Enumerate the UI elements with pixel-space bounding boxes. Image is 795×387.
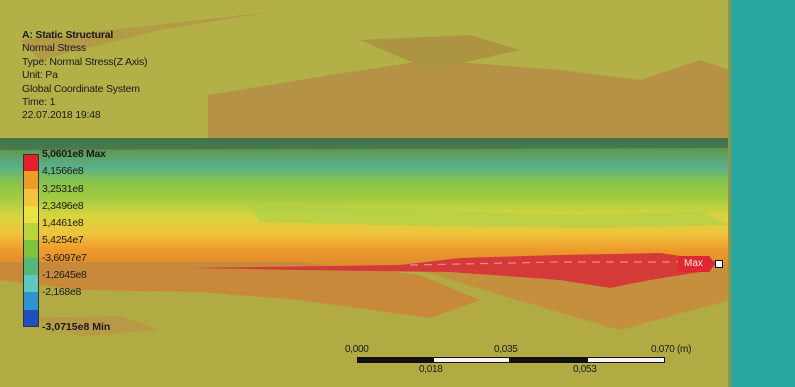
legend-min-label: -3,0715e8 Min: [42, 320, 111, 333]
max-stress-zone: [190, 253, 722, 288]
legend-value: 3,2531e8: [42, 182, 84, 195]
result-unit: Unit: Pa: [22, 69, 58, 82]
upper-region-patch: [360, 35, 520, 70]
upper-region-patch: [208, 60, 730, 138]
max-probe-marker[interactable]: [715, 260, 723, 268]
coordinate-system: Global Coordinate System: [22, 82, 140, 95]
time-step: Time: 1: [22, 96, 56, 109]
legend-value: 1,4461e8: [42, 217, 84, 230]
legend-swatch: [23, 223, 39, 241]
scale-label: 0,070 (m): [651, 344, 692, 355]
scale-label: 0,053: [573, 364, 597, 375]
lower-region-patch: [30, 316, 160, 336]
scale-label: 0,000: [345, 344, 369, 355]
legend-swatch: [23, 257, 39, 276]
legend-swatch: [23, 205, 39, 224]
upper-region-patch: [20, 12, 270, 60]
legend-value: -1,2645e8: [42, 269, 87, 282]
legend-swatch: [23, 188, 39, 206]
analysis-title: A: Static Structural: [22, 29, 114, 41]
max-probe-label[interactable]: Max: [678, 256, 715, 272]
stress-band: [0, 138, 730, 268]
legend-value: -2,168e8: [42, 286, 82, 299]
legend-value: -3,6097e7: [42, 251, 87, 264]
boundary-line: [728, 0, 731, 387]
legend-swatch: [23, 292, 39, 310]
stress-band-shading: [250, 205, 730, 228]
scale-label: 0,035: [494, 344, 518, 355]
legend-swatch: [23, 240, 39, 258]
scale-segment: [357, 357, 433, 363]
stress-band-shading: [0, 138, 730, 150]
result-info-panel: A: Static Structural Normal Stress Type:…: [22, 29, 147, 123]
legend-value: 4,1566e8: [42, 165, 84, 178]
scale-label: 0,018: [419, 364, 443, 375]
timestamp: 22.07.2018 19:48: [22, 109, 101, 122]
scale-segment: [587, 357, 665, 363]
lower-region-patch: [0, 262, 480, 318]
lower-region-patch: [420, 268, 730, 330]
legend-value: 5,4254e7: [42, 234, 84, 247]
scale-segment: [510, 357, 587, 363]
scale-segment: [433, 357, 510, 363]
legend-value: 2,3496e8: [42, 199, 84, 212]
right-teal-region: [730, 0, 795, 387]
legend-swatch: [23, 154, 39, 172]
result-type: Type: Normal Stress(Z Axis): [22, 55, 148, 68]
legend-swatch: [23, 309, 39, 327]
legend-swatch: [23, 275, 39, 293]
result-name: Normal Stress: [22, 42, 86, 55]
scale-ruler: 0,000 0,035 0,070 (m) 0,018 0,053: [345, 344, 695, 375]
legend-swatch: [23, 171, 39, 189]
legend-max-label: 5,0601e8 Max: [42, 148, 106, 160]
